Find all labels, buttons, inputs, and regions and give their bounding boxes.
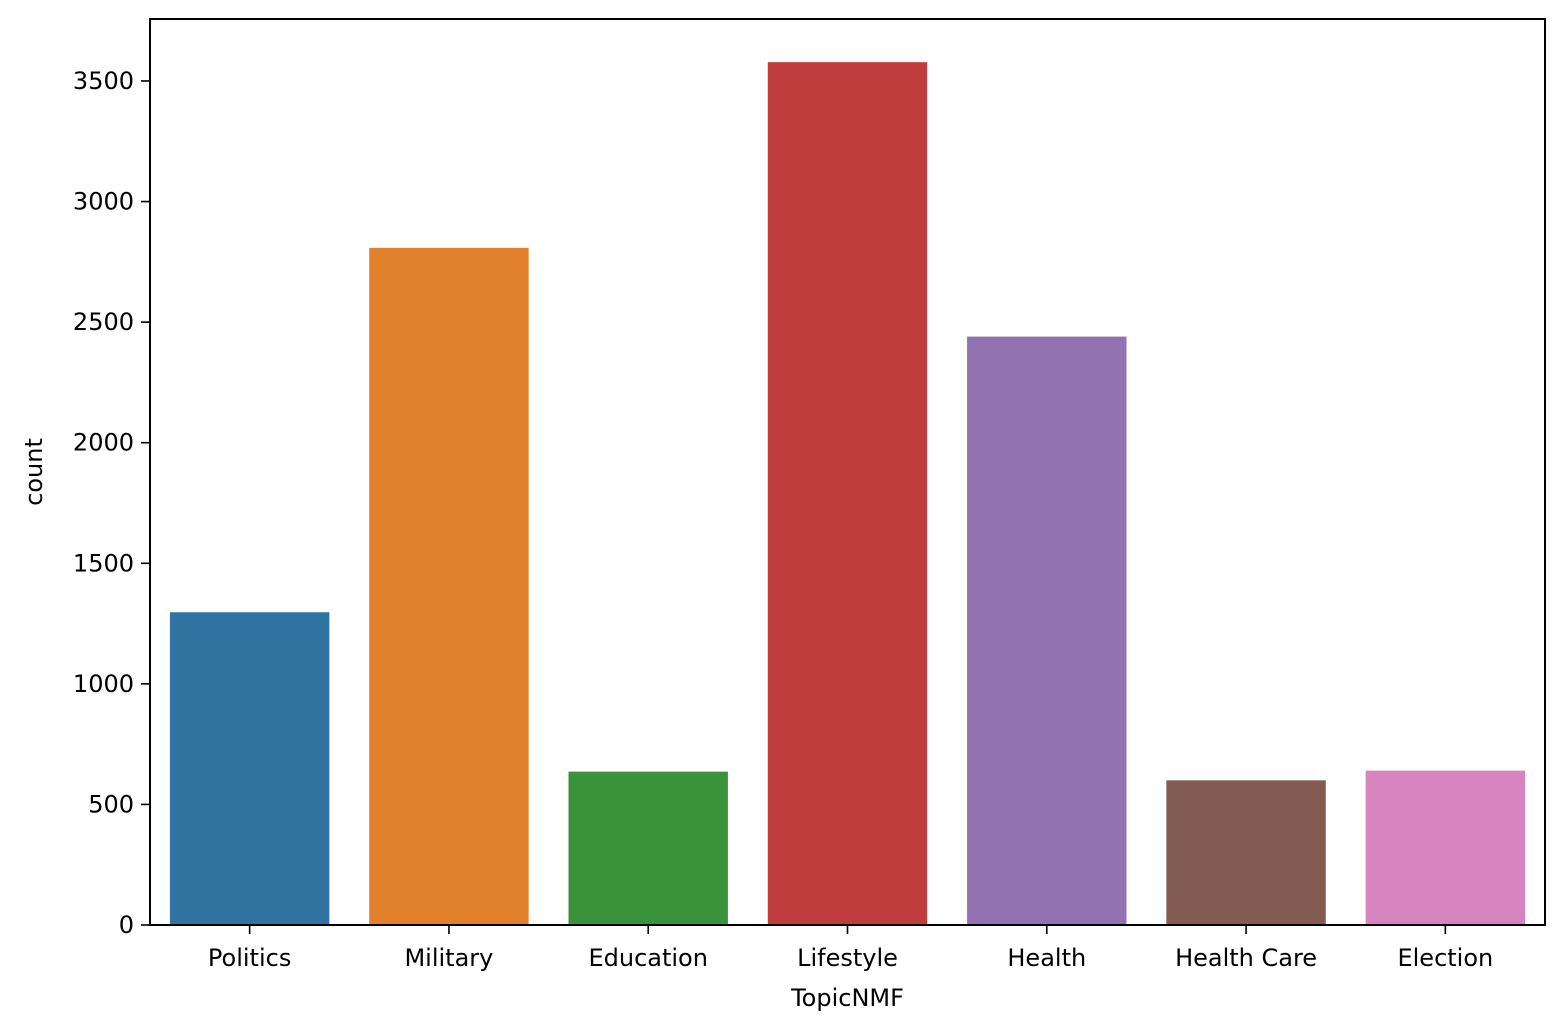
- y-tick-label: 2000: [73, 429, 134, 457]
- y-tick-label: 1500: [73, 549, 134, 577]
- bar-politics: [169, 612, 330, 925]
- x-tick-label: Election: [1397, 944, 1493, 972]
- x-axis-label: TopicNMF: [790, 984, 904, 1012]
- bar-lifestyle: [767, 62, 928, 925]
- x-tick-label: Health Care: [1175, 944, 1317, 972]
- bar-health-care: [1166, 780, 1326, 925]
- bar-election: [1365, 770, 1526, 925]
- bar-health: [967, 336, 1127, 925]
- x-tick-label: Military: [404, 944, 493, 972]
- y-axis: 0 500 1000 1500 2000 2500 3000 3500: [73, 67, 150, 939]
- plot-frame: [149, 18, 1546, 926]
- y-tick-label: 1000: [73, 670, 134, 698]
- y-tick-label: 0: [119, 911, 134, 939]
- x-tick-label: Health: [1007, 944, 1086, 972]
- y-axis-label: count: [20, 438, 48, 506]
- x-tick-label: Politics: [208, 944, 291, 972]
- x-tick-label: Education: [588, 944, 707, 972]
- x-tick-label: Lifestyle: [797, 944, 898, 972]
- y-tick-label: 3000: [73, 188, 134, 216]
- bar-education: [568, 771, 728, 925]
- y-tick-label: 2500: [73, 308, 134, 336]
- bar-military: [369, 247, 529, 926]
- bars-group: [169, 62, 1526, 926]
- x-axis: Politics Military Education Lifestyle Health…: [208, 925, 1493, 972]
- y-tick-label: 500: [88, 790, 134, 818]
- y-tick-label: 3500: [73, 67, 134, 95]
